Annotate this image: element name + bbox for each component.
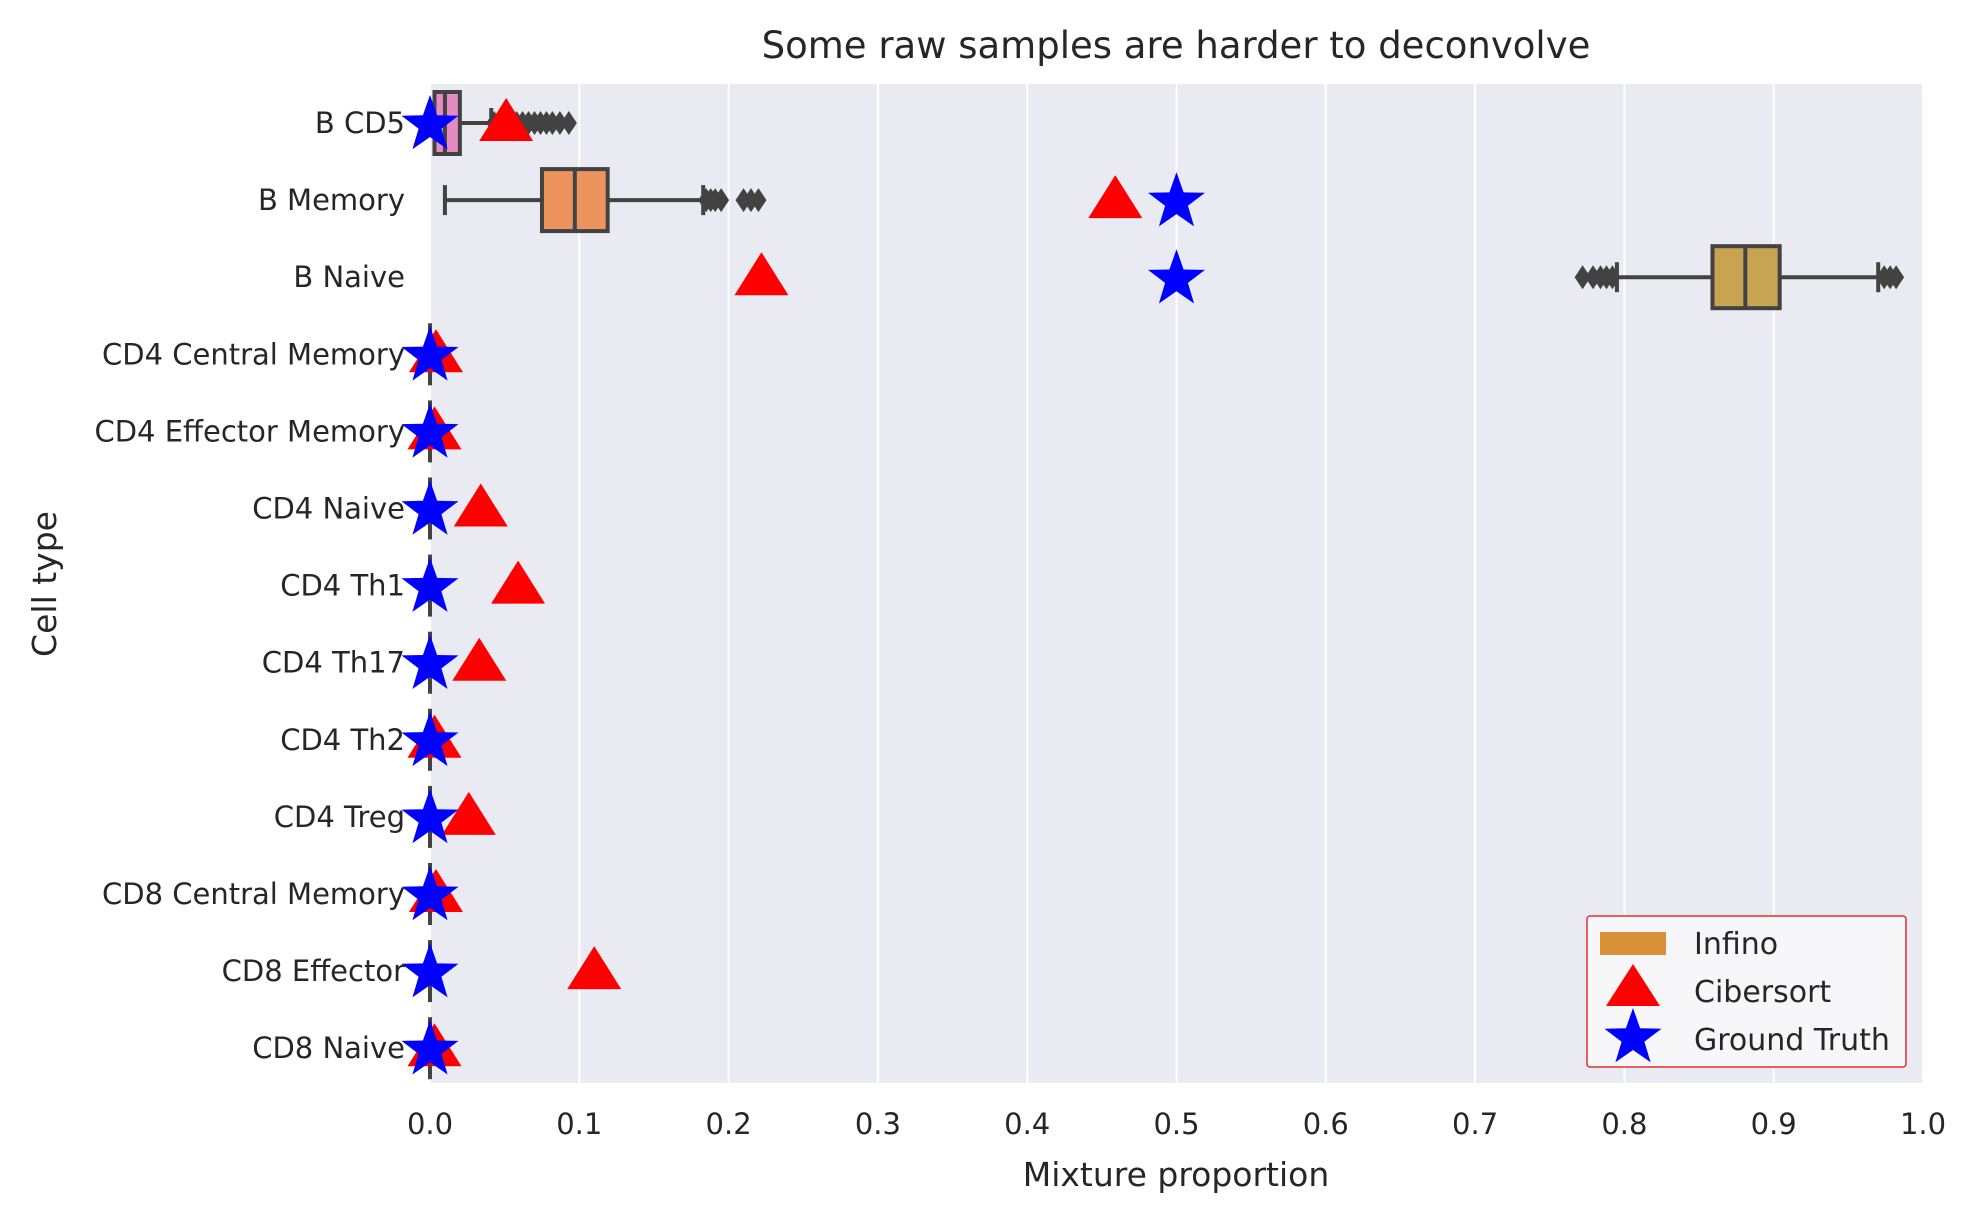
ground-truth-point-12 bbox=[401, 1020, 459, 1075]
ground-truth-point-6 bbox=[401, 557, 459, 612]
x-tick-label-4: 0.4 bbox=[1004, 1107, 1050, 1141]
ground-truth-points bbox=[401, 95, 1205, 1075]
legend-label-infino: Infino bbox=[1694, 927, 1778, 962]
ground-truth-point-5 bbox=[401, 480, 459, 535]
x-tick-label-10: 1.0 bbox=[1900, 1107, 1946, 1141]
cibersort-point-2 bbox=[734, 252, 789, 296]
y-tick-label-6: CD4 Th1 bbox=[280, 569, 405, 603]
y-tick-label-7: CD4 Th17 bbox=[262, 646, 405, 680]
x-tick-label-7: 0.7 bbox=[1452, 1107, 1498, 1141]
y-tick-label-5: CD4 Naive bbox=[252, 492, 405, 526]
legend-swatch-infino bbox=[1600, 932, 1666, 955]
y-tick-label-3: CD4 Central Memory bbox=[102, 337, 405, 371]
x-tick-label-9: 0.9 bbox=[1751, 1107, 1797, 1141]
y-tick-label-2: B Naive bbox=[293, 260, 405, 294]
legend-label-cibersort: Cibersort bbox=[1694, 975, 1831, 1010]
infino-box-2-outlier-7 bbox=[1888, 265, 1905, 290]
x-tick-label-2: 0.2 bbox=[706, 1107, 752, 1141]
x-tick-label-3: 0.3 bbox=[855, 1107, 901, 1141]
legend: Infino Cibersort Ground Truth bbox=[1586, 915, 1907, 1068]
ground-truth-point-4 bbox=[401, 403, 459, 458]
ground-truth-point-7 bbox=[401, 634, 459, 689]
cibersort-point-1 bbox=[1088, 175, 1143, 219]
x-tick-label-0: 0.0 bbox=[407, 1107, 453, 1141]
infino-box-2-outlier-4 bbox=[1604, 265, 1621, 290]
infino-box-2-outlier-0 bbox=[1574, 265, 1591, 290]
chart-title: Some raw samples are harder to deconvolv… bbox=[762, 24, 1591, 67]
legend-label-ground-truth: Ground Truth bbox=[1694, 1023, 1890, 1058]
ground-truth-point-2 bbox=[1148, 249, 1205, 304]
cibersort-point-7 bbox=[452, 637, 507, 681]
cibersort-point-5 bbox=[453, 483, 508, 527]
x-tick-label-5: 0.5 bbox=[1153, 1107, 1199, 1141]
infino-box-0-outlier-11 bbox=[560, 111, 577, 135]
ground-truth-point-3 bbox=[401, 326, 459, 381]
y-tick-label-11: CD8 Effector bbox=[222, 954, 405, 988]
ground-truth-point-10 bbox=[401, 866, 459, 921]
legend-marker-cibersort bbox=[1606, 964, 1660, 1006]
infino-box-1-outlier-3 bbox=[713, 188, 730, 213]
y-tick-label-4: CD4 Effector Memory bbox=[94, 414, 405, 448]
y-axis-label: Cell type bbox=[25, 511, 64, 657]
x-tick-label-8: 0.8 bbox=[1601, 1107, 1647, 1141]
cibersort-point-11 bbox=[567, 946, 622, 990]
y-tick-label-12: CD8 Naive bbox=[252, 1031, 405, 1065]
x-axis-ticks: 0.0 0.1 0.2 0.3 0.4 0.5 0.6 0.7 0.8 0.9 1.0 bbox=[407, 1107, 1946, 1141]
x-axis-label: Mixture proportion bbox=[1023, 1155, 1330, 1194]
y-tick-label-9: CD4 Treg bbox=[274, 800, 405, 834]
ground-truth-point-0 bbox=[401, 95, 459, 150]
ground-truth-point-8 bbox=[401, 711, 459, 767]
cibersort-point-9 bbox=[441, 791, 496, 835]
x-tick-label-1: 0.1 bbox=[556, 1107, 602, 1141]
infino-box-0-outlier-10 bbox=[551, 111, 568, 135]
y-tick-label-1: B Memory bbox=[258, 183, 405, 217]
x-tick-label-6: 0.6 bbox=[1303, 1107, 1349, 1141]
y-tick-label-8: CD4 Th2 bbox=[280, 723, 405, 757]
cibersort-point-6 bbox=[491, 560, 546, 604]
legend-frame bbox=[1586, 915, 1907, 1068]
y-tick-label-10: CD8 Central Memory bbox=[102, 877, 405, 911]
y-tick-label-0: B CD5 bbox=[315, 106, 405, 140]
cibersort-point-0 bbox=[479, 98, 534, 141]
ground-truth-point-1 bbox=[1148, 172, 1205, 227]
y-axis-ticks: B CD5 B Memory B Naive CD4 Central Memory CD… bbox=[94, 106, 405, 1065]
legend-marker-ground-truth bbox=[1604, 1008, 1662, 1063]
ground-truth-point-9 bbox=[401, 788, 459, 844]
infino-box-1-outlier-6 bbox=[750, 188, 767, 213]
ground-truth-point-11 bbox=[401, 943, 459, 998]
